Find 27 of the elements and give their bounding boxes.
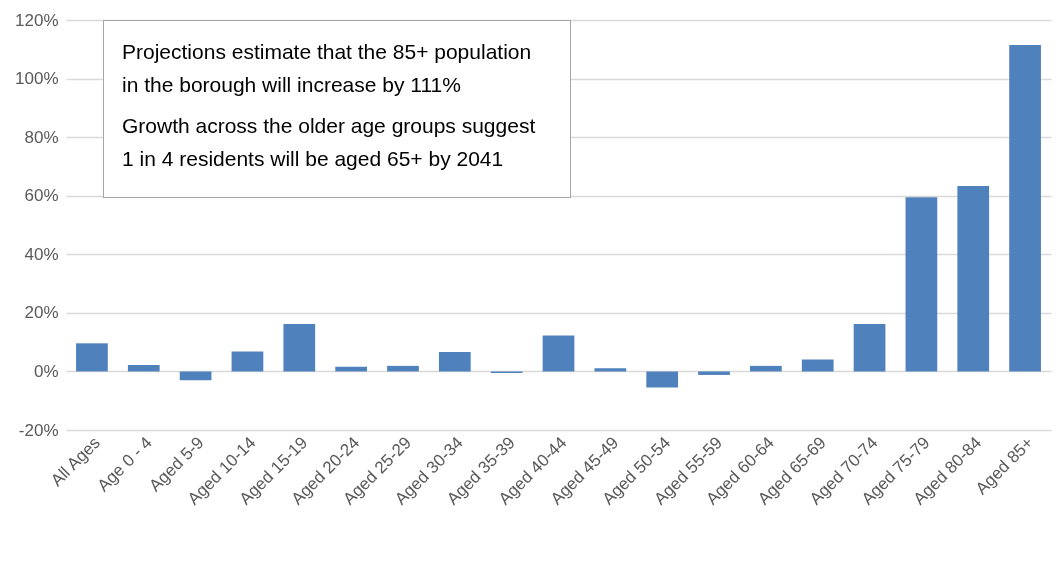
- bar: [698, 371, 730, 375]
- y-tick-label: 60%: [24, 186, 59, 206]
- y-tick-label: 20%: [24, 303, 59, 323]
- y-tick-label: 100%: [15, 69, 59, 89]
- bar: [76, 343, 108, 372]
- bar: [542, 335, 575, 372]
- bar: [957, 186, 990, 372]
- bar: [1009, 44, 1041, 372]
- bar: [127, 364, 160, 372]
- annotation: Growth across the older age groups suggest 1 in 4 residents will be aged 65+ by 2041: [122, 113, 537, 172]
- bar: [594, 368, 627, 372]
- bar: [853, 323, 886, 372]
- bar: [646, 371, 679, 388]
- y-tick-label: 0%: [33, 361, 59, 381]
- bar: [387, 365, 419, 372]
- bar: [801, 359, 834, 372]
- bar: [179, 371, 212, 381]
- annotation: Projections estimate that the 85+ population in the borough will increase by 111%: [122, 39, 533, 98]
- bar: [283, 323, 316, 372]
- bar: [231, 351, 264, 372]
- bar: [438, 352, 471, 372]
- y-tick-label: 120%: [15, 10, 59, 30]
- y-tick-label: -20%: [18, 420, 59, 440]
- bar: [750, 365, 782, 372]
- y-tick-label: 40%: [24, 244, 59, 264]
- y-tick-label: 80%: [24, 127, 59, 147]
- bar: [905, 197, 938, 372]
